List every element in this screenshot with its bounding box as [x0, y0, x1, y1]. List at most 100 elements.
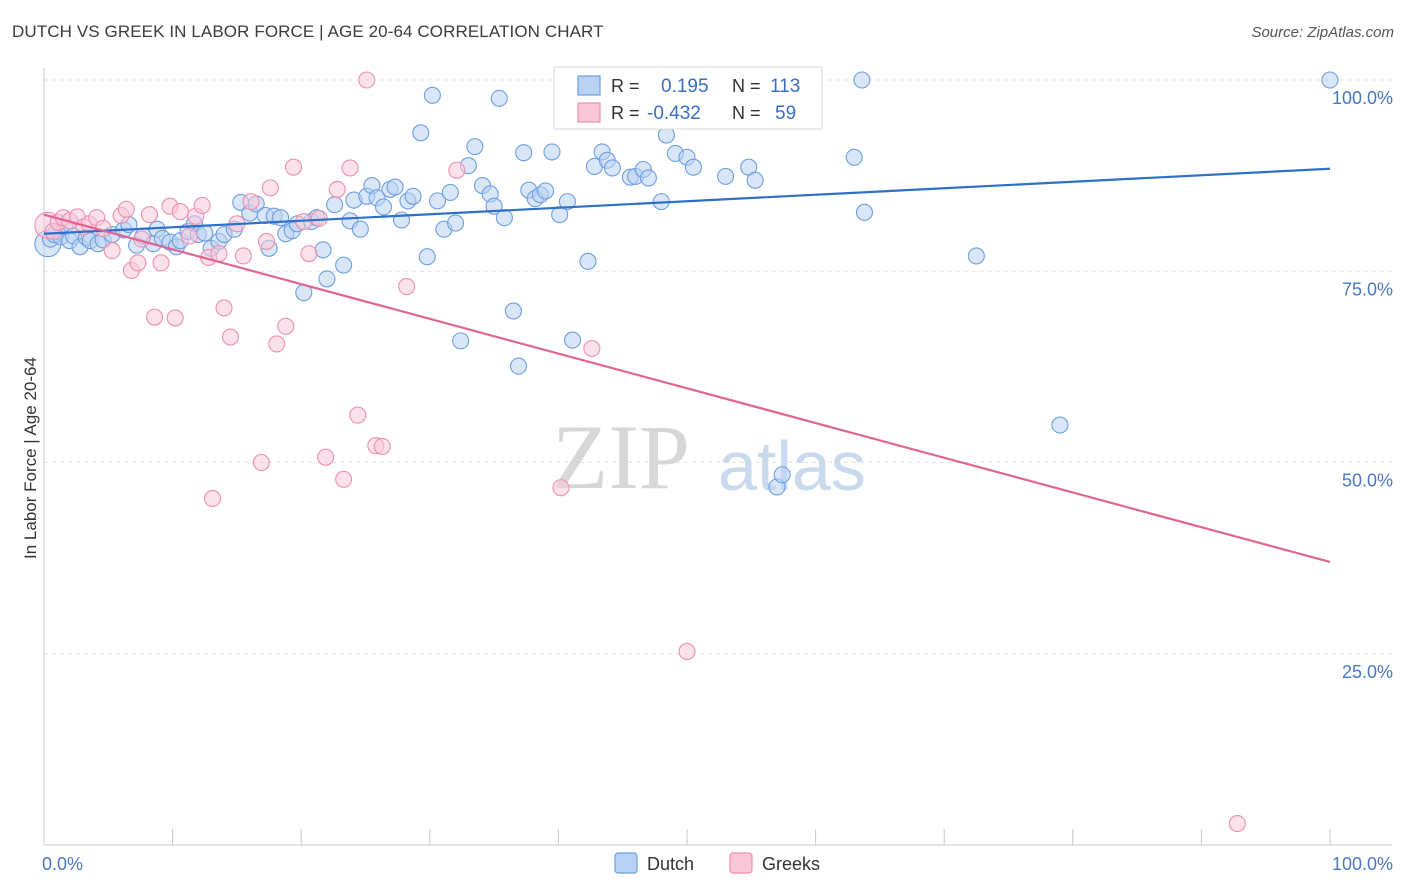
x-tick-label-1: 100.0%	[1332, 854, 1393, 874]
point-dutch-92	[603, 159, 621, 177]
y-tick-label-2: 50.0%	[1342, 471, 1393, 491]
point-greeks-18	[152, 254, 170, 272]
point-greeks-44	[335, 470, 353, 488]
stats-legend-r-label-dutch: R =	[611, 76, 640, 96]
watermark-atlas: atlas	[718, 427, 866, 505]
stats-legend-n-value-dutch: 113	[770, 76, 800, 97]
point-dutch-110	[845, 148, 863, 166]
point-dutch-46	[318, 270, 336, 288]
stats-legend-n-value-greeks: 59	[775, 103, 796, 124]
point-dutch-63	[423, 86, 441, 104]
point-dutch-45	[314, 241, 332, 259]
point-dutch-103	[684, 158, 702, 176]
point-dutch-48	[335, 256, 353, 274]
point-greeks-47	[358, 71, 376, 89]
stats-legend-r-value-dutch: 0.195	[661, 76, 709, 97]
point-dutch-106	[746, 171, 764, 189]
point-greeks-43	[328, 180, 346, 198]
point-dutch-111	[855, 203, 874, 221]
point-dutch-88	[579, 252, 597, 270]
point-greeks-34	[257, 232, 276, 250]
point-dutch-85	[558, 193, 576, 211]
point-greeks-22	[180, 227, 198, 245]
legend-label-dutch: Dutch	[647, 854, 694, 874]
point-dutch-109	[853, 71, 871, 89]
y-tick-label-3: 25.0%	[1342, 662, 1393, 682]
point-greeks-24	[193, 196, 211, 215]
point-greeks-50	[398, 277, 416, 296]
point-greeks-53	[583, 339, 601, 358]
point-dutch-108	[773, 466, 791, 484]
point-dutch-67	[446, 214, 465, 232]
point-dutch-114	[1321, 71, 1339, 89]
point-greeks-42	[317, 448, 335, 466]
point-greeks-37	[277, 317, 295, 335]
data-points	[34, 71, 1339, 833]
x-tick-label-0: 0.0%	[42, 854, 83, 874]
point-dutch-70	[466, 138, 484, 156]
point-dutch-55	[374, 198, 393, 216]
point-greeks-12	[117, 200, 135, 218]
trend-line-greeks	[43, 213, 1331, 564]
stats-legend-swatch-greeks	[577, 102, 601, 123]
point-greeks-26	[203, 489, 222, 508]
point-dutch-86	[563, 331, 582, 349]
point-greeks-10	[103, 242, 121, 260]
axes	[43, 68, 1392, 846]
point-dutch-38	[272, 209, 290, 227]
point-dutch-51	[351, 220, 369, 238]
point-greeks-41	[310, 209, 328, 228]
trend-line-dutch	[43, 167, 1331, 235]
point-dutch-62	[418, 248, 436, 266]
point-greeks-51	[448, 161, 466, 179]
stats-legend-r-label-greeks: R =	[611, 103, 640, 123]
watermark-zip: ZIP	[552, 406, 690, 508]
point-dutch-104	[717, 167, 735, 185]
legend-swatch-greeks	[729, 852, 753, 874]
point-greeks-49	[373, 437, 391, 455]
point-greeks-21	[171, 203, 189, 221]
point-dutch-47	[326, 196, 344, 214]
bottom-legend: Dutch Greeks	[614, 852, 820, 874]
point-greeks-36	[268, 335, 286, 353]
trend-lines	[43, 167, 1331, 564]
point-dutch-68	[452, 332, 470, 350]
point-greeks-57	[678, 642, 696, 661]
stats-legend-n-label-greeks: N =	[732, 103, 761, 123]
stats-legend-swatch-dutch	[577, 75, 601, 96]
point-greeks-58	[1228, 815, 1246, 833]
point-dutch-112	[967, 247, 985, 265]
point-dutch-78	[515, 144, 533, 162]
point-dutch-82	[536, 182, 555, 200]
point-greeks-33	[252, 453, 270, 472]
point-dutch-83	[543, 143, 561, 161]
point-greeks-35	[261, 179, 279, 197]
legend-swatch-dutch	[614, 852, 638, 874]
point-greeks-45	[341, 159, 359, 177]
point-greeks-16	[140, 206, 159, 224]
legend-label-greeks: Greeks	[762, 854, 820, 874]
point-dutch-75	[495, 209, 513, 227]
watermark: ZIP atlas	[552, 406, 866, 508]
point-greeks-29	[221, 328, 240, 346]
y-tick-label-0: 100.0%	[1332, 88, 1393, 108]
tick-labels: 100.0% 75.0% 50.0% 25.0% 0.0% 100.0%	[42, 88, 1393, 874]
stats-legend-n-label-dutch: N =	[732, 76, 761, 96]
point-dutch-97	[639, 169, 657, 187]
chart-title: DUTCH VS GREEK IN LABOR FORCE | AGE 20-6…	[12, 22, 604, 41]
point-dutch-61	[412, 124, 430, 142]
point-dutch-66	[441, 183, 459, 202]
point-greeks-17	[146, 308, 164, 326]
point-dutch-74	[490, 89, 508, 107]
point-dutch-77	[509, 357, 528, 375]
stats-legend: R = 0.195 N = 113 R = -0.432 N = 59	[553, 66, 823, 130]
point-greeks-14	[129, 254, 147, 272]
point-dutch-113	[1051, 416, 1069, 434]
point-greeks-52	[552, 479, 570, 497]
point-greeks-31	[234, 247, 252, 265]
point-greeks-46	[349, 406, 367, 424]
point-dutch-27	[196, 224, 214, 242]
point-greeks-20	[166, 309, 184, 327]
point-dutch-60	[404, 187, 422, 205]
